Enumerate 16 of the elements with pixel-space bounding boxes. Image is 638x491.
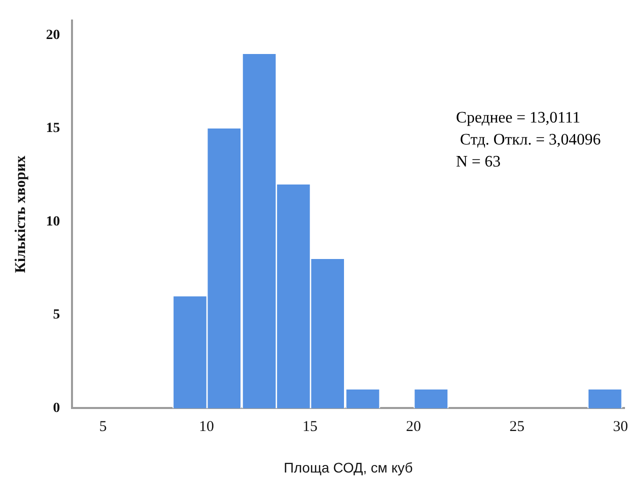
y-tick-label: 15	[46, 121, 60, 136]
y-tick-label: 5	[53, 308, 60, 323]
x-tick-label: 5	[99, 419, 107, 436]
x-tick-label: 10	[199, 419, 214, 436]
y-tick-label: 20	[46, 28, 60, 43]
y-tick-label: 10	[46, 214, 60, 230]
x-tick-label: 25	[509, 419, 524, 436]
x-axis-title: Площа СОД, см куб	[284, 459, 413, 476]
y-axis-title: Кількість хворих	[12, 155, 29, 274]
y-tick-label: 0	[53, 400, 60, 416]
annotation: N = 63	[456, 154, 501, 171]
annotation: Среднее = 13,0111	[456, 110, 580, 127]
annotation: Стд. Откл. = 3,04096	[460, 132, 601, 149]
x-tick-label: 15	[302, 419, 318, 436]
x-tick-label: 20	[406, 419, 421, 436]
x-tick-label: 30	[612, 419, 628, 436]
